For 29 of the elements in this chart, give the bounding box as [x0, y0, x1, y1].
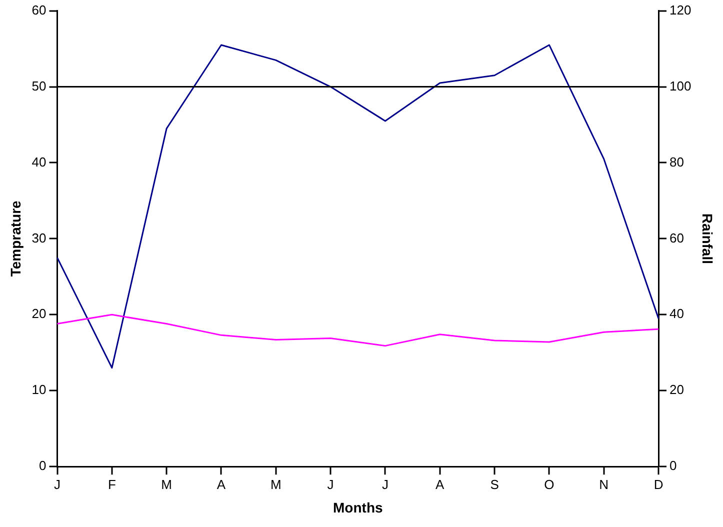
y2-tick-label: 40	[670, 306, 684, 322]
y-tick-label: 20	[32, 306, 46, 322]
x-axis-title: Months	[333, 499, 383, 516]
y-tick-label: 40	[32, 154, 46, 170]
y2-tick-label: 80	[670, 154, 684, 170]
x-tick-label: N	[599, 476, 609, 492]
y2-tick-label: 60	[670, 230, 684, 246]
x-tick-label: J	[382, 476, 388, 492]
x-tick-label: A	[436, 476, 445, 492]
x-tick-label: J	[54, 476, 61, 492]
y-tick-label: 60	[32, 2, 46, 18]
y2-tick-label: 120	[670, 2, 692, 18]
y2-tick-label: 0	[670, 458, 677, 474]
y-tick-label: 0	[39, 458, 46, 474]
y2-tick-label: 100	[670, 78, 692, 94]
x-tick-label: F	[108, 476, 116, 492]
x-tick-label: D	[654, 476, 664, 492]
y-tick-label: 10	[32, 382, 46, 398]
x-tick-label: O	[544, 476, 554, 492]
x-tick-label: A	[216, 476, 226, 492]
x-tick-label: S	[490, 476, 500, 492]
y2-axis-title: Rainfall	[700, 213, 716, 264]
x-tick-label: J	[327, 476, 334, 492]
y-tick-label: 30	[32, 230, 46, 246]
y-tick-label: 50	[32, 78, 46, 94]
y2-tick-label: 20	[670, 382, 684, 398]
x-tick-label: M	[270, 476, 282, 492]
x-tick-label: M	[161, 476, 172, 492]
y-axis-title: Temprature	[7, 200, 24, 277]
